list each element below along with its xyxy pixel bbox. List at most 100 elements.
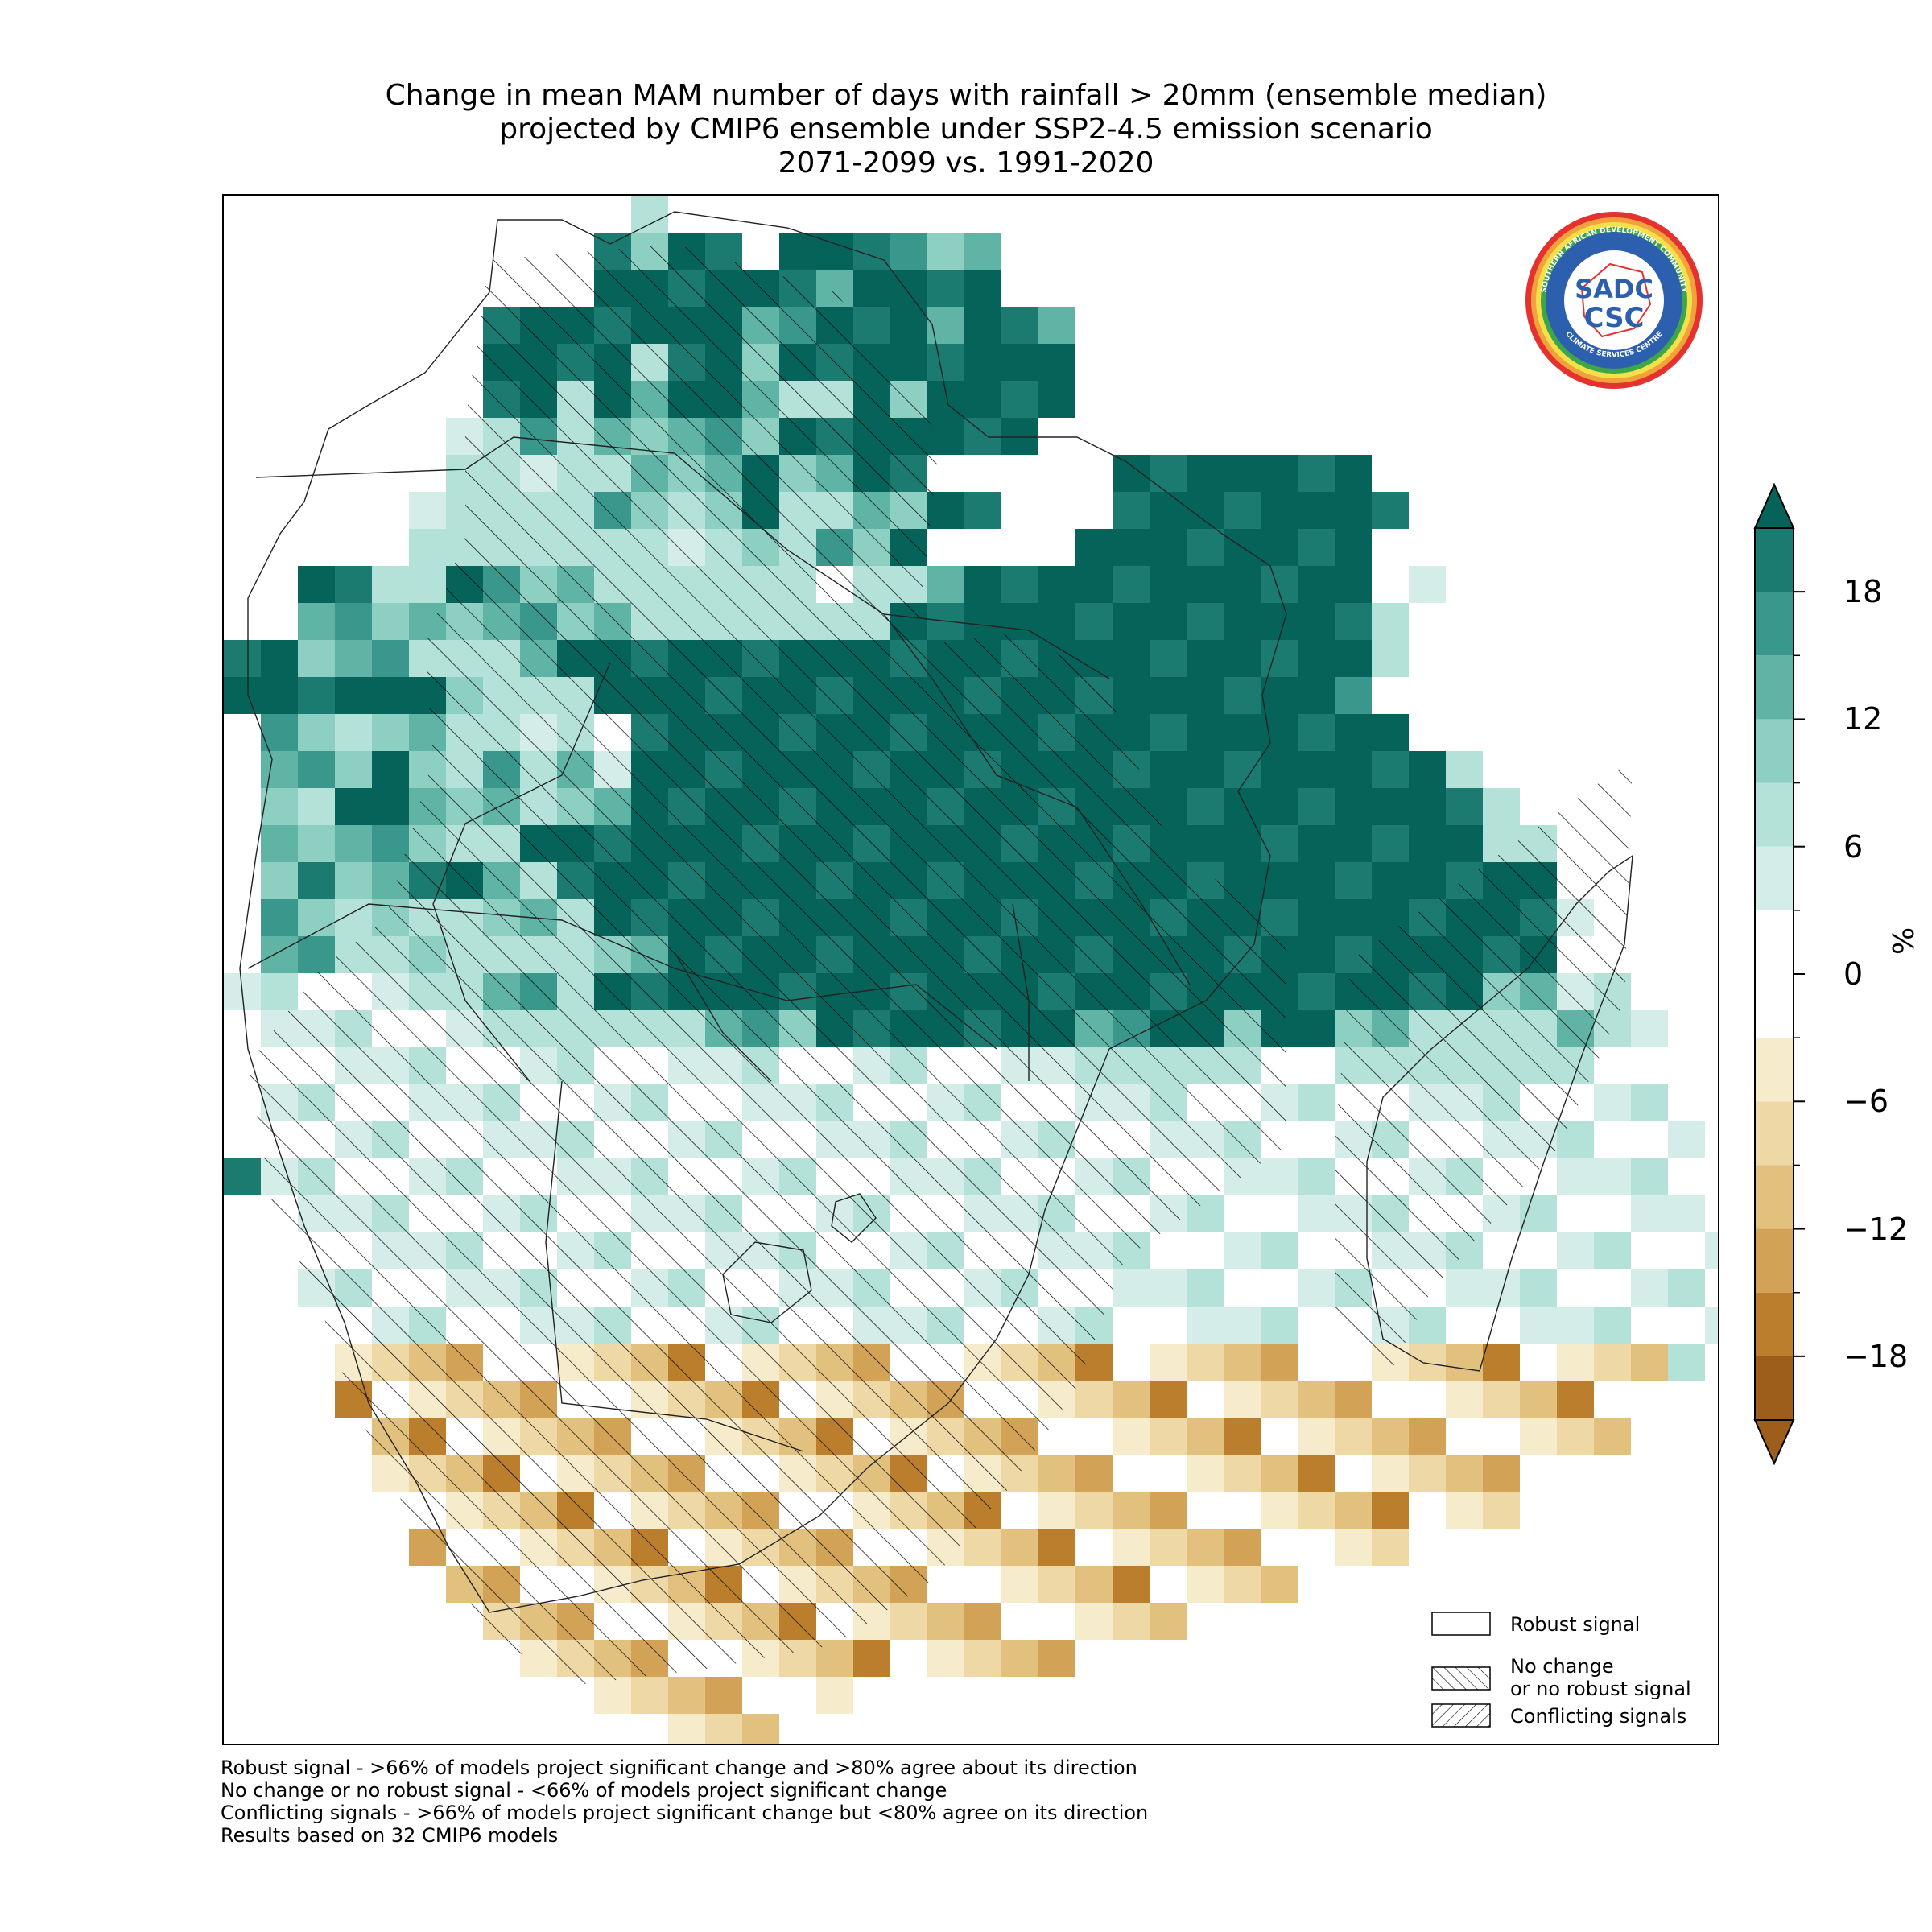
grid-cell [1298, 1047, 1335, 1084]
grid-cell [890, 1640, 927, 1677]
grid-cell [1520, 1232, 1557, 1269]
grid-cell [1075, 1492, 1113, 1529]
grid-cell [1557, 1269, 1594, 1307]
grid-cell [1631, 1269, 1668, 1307]
grid-cell [1224, 1381, 1261, 1418]
grid-cell [1594, 1381, 1631, 1418]
grid-cell [668, 1677, 705, 1714]
grid-cell [1150, 455, 1187, 492]
grid-cell [890, 233, 927, 270]
grid-cell [1335, 455, 1372, 492]
grid-cell [1298, 1418, 1335, 1455]
border-north [255, 436, 1110, 679]
grid-cell [1631, 1047, 1668, 1084]
grid-cell [1150, 566, 1187, 603]
grid-cell [1187, 566, 1224, 603]
grid-cell [1001, 1566, 1038, 1603]
grid-cell [1187, 714, 1224, 751]
grid-cell [1298, 1344, 1335, 1381]
grid-cell [927, 233, 964, 270]
grid-cell [1261, 1232, 1298, 1269]
grid-cell [1372, 751, 1409, 788]
grid-cell [853, 1640, 890, 1677]
grid-cell [372, 825, 409, 862]
grid-cell [1224, 455, 1261, 492]
grid-cell [964, 381, 1001, 418]
map-panel[interactable] [222, 194, 1719, 1745]
grid-cell [1298, 862, 1335, 899]
grid-cell [1113, 677, 1150, 714]
grid-cell [1557, 1195, 1594, 1232]
grid-cell [1594, 1232, 1631, 1269]
grid-cell [1298, 751, 1335, 788]
grid-cell [1409, 1344, 1446, 1381]
legend-label-conflicting: Conflicting signals [1510, 1705, 1687, 1728]
grid-cell [1335, 492, 1372, 529]
grid-cell [1113, 529, 1150, 566]
grid-cell [1261, 603, 1298, 640]
grid-cell [261, 862, 298, 899]
grid-cell [927, 1603, 964, 1640]
grid-cell [1668, 1307, 1705, 1344]
grid-cell [1594, 1418, 1631, 1455]
grid-cell [1705, 1232, 1718, 1269]
grid-cell [1446, 1344, 1483, 1381]
grid-cell [1298, 1010, 1335, 1047]
legend-label-no-change-2: or no robust signal [1510, 1678, 1691, 1700]
grid-cell [1483, 1418, 1520, 1455]
grid-cell [1372, 825, 1409, 862]
footnote-robust: Robust signal - >66% of models project s… [221, 1757, 1137, 1779]
grid-cell [1150, 1418, 1187, 1455]
grid-cell [927, 381, 964, 418]
grid-cell [1001, 418, 1038, 455]
grid-cell [1298, 1195, 1335, 1232]
grid-cell [1224, 677, 1261, 714]
grid-cell [964, 1640, 1001, 1677]
grid-cell [1520, 1381, 1557, 1418]
grid-cell [1224, 1232, 1261, 1269]
grid-cell [1594, 1195, 1631, 1232]
grid-cell [1113, 566, 1150, 603]
grid-cell [890, 270, 927, 307]
grid-cell [1075, 529, 1113, 566]
grid-cell [1557, 1344, 1594, 1381]
border-east [883, 613, 1191, 985]
grid-cell [298, 566, 335, 603]
grid-cell [372, 603, 409, 640]
grid-cell [1335, 1455, 1372, 1492]
grid-cell [964, 1603, 1001, 1640]
grid-cell [1668, 1232, 1705, 1269]
colorbar-segment [1755, 1038, 1794, 1102]
grid-cell [1594, 1344, 1631, 1381]
grid-cell [964, 492, 1001, 529]
grid-cell [1298, 1529, 1335, 1566]
sadc-csc-logo: SADC CSC SOUTHERN AFRICAN DEVELOPMENT CO… [1525, 212, 1703, 389]
grid-cell [1150, 1344, 1187, 1381]
grid-cell [1705, 1269, 1718, 1307]
grid-cell [668, 1714, 705, 1744]
grid-cell [298, 751, 335, 788]
grid-cell [779, 1677, 816, 1714]
grid-cell [1224, 640, 1261, 677]
grid-cell [1261, 1158, 1298, 1195]
grid-cell [1113, 1455, 1150, 1492]
grid-cell [1335, 899, 1372, 936]
logo-text-sub: CSC [1583, 302, 1644, 334]
colorbar [1753, 483, 1805, 1465]
grid-cell [1631, 1307, 1668, 1344]
colorbar-extend-max [1753, 483, 1795, 529]
grid-cell [1001, 381, 1038, 418]
footnotes: Robust signal - >66% of models project s… [221, 1757, 1148, 1847]
grid-cell [964, 566, 1001, 603]
colorbar-tick-label: 12 [1843, 701, 1883, 737]
grid-cell [1187, 788, 1224, 825]
grid-cell [298, 788, 335, 825]
grid-cell [1187, 1529, 1224, 1566]
grid-cell [1224, 1307, 1261, 1344]
grid-cell [1298, 899, 1335, 936]
hatch-region-madagascar [1335, 759, 1633, 1371]
grid-cell [1224, 1418, 1261, 1455]
grid-cell [890, 344, 927, 381]
grid-cell [1520, 1455, 1557, 1492]
grid-cell [964, 233, 1001, 270]
